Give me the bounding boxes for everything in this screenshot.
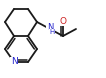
Text: H: H: [49, 29, 55, 35]
Text: N: N: [11, 57, 17, 67]
Text: N: N: [47, 23, 53, 32]
Text: O: O: [59, 17, 66, 26]
